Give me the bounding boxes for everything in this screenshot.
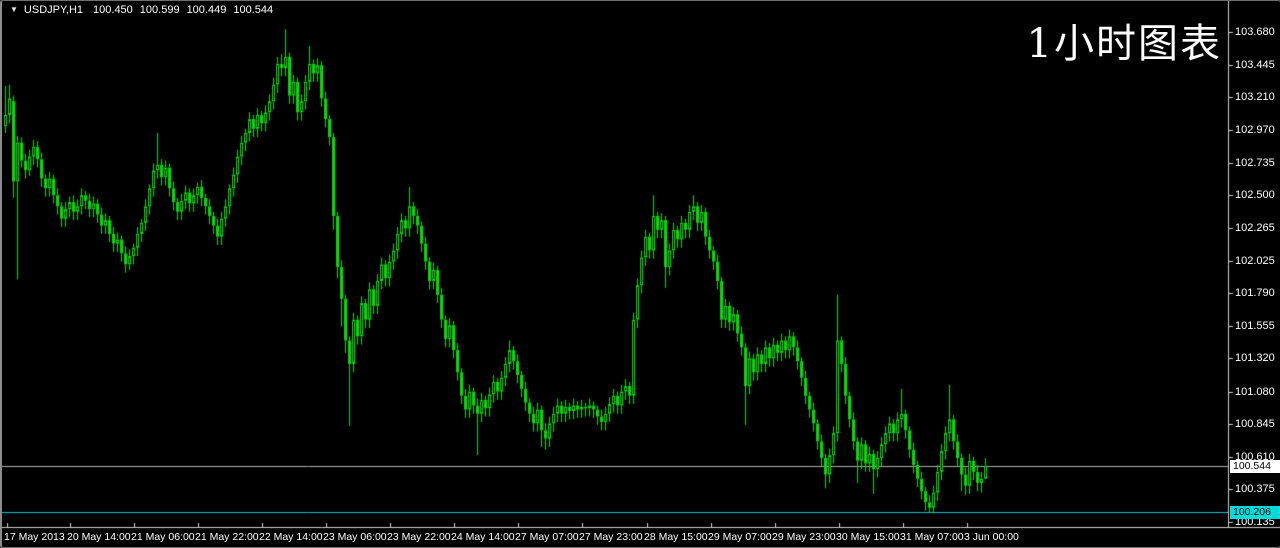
- marked-low-price-tag: 100.206: [1230, 505, 1280, 519]
- symbol-timeframe: USDJPY,H1: [23, 4, 84, 16]
- price-axis-label: 102.970: [1235, 124, 1275, 136]
- price-axis-label: 102.265: [1235, 222, 1275, 234]
- price-axis-label: 101.555: [1235, 320, 1275, 332]
- price-axis-label: 103.445: [1235, 59, 1275, 71]
- time-axis-label: 22 May 14:00: [259, 531, 323, 543]
- time-axis-label: 21 May 22:00: [195, 531, 259, 543]
- price-axis-label: 101.320: [1235, 352, 1275, 364]
- price-axis-label: 102.735: [1235, 157, 1275, 169]
- time-axis-label: 3 Jun 00:00: [964, 531, 1019, 543]
- quote-close: 100.544: [233, 4, 274, 16]
- time-axis-label: 23 May 06:00: [323, 531, 387, 543]
- quote-low: 100.449: [186, 4, 227, 16]
- time-axis-label: 17 May 2013: [4, 531, 65, 543]
- time-axis-label: 24 May 14:00: [451, 531, 515, 543]
- chart-annotation-label: 1小时图表: [1026, 21, 1222, 67]
- time-axis-label: 23 May 22:00: [387, 531, 451, 543]
- time-axis-label: 29 May 23:00: [772, 531, 836, 543]
- chart-title: ▼ USDJPY,H1 100.450 100.599 100.449 100.544: [10, 4, 280, 16]
- price-axis-label: 100.375: [1235, 483, 1275, 495]
- time-axis-label: 29 May 07:00: [708, 531, 772, 543]
- quote-high: 100.599: [139, 4, 180, 16]
- price-axis-label: 100.845: [1235, 418, 1275, 430]
- time-axis-label: 28 May 15:00: [644, 531, 708, 543]
- quote-open: 100.450: [93, 4, 133, 16]
- current-price-tag: 100.544: [1230, 459, 1280, 473]
- price-axis-label: 101.080: [1235, 386, 1275, 398]
- price-axis-label: 100.135: [1235, 516, 1275, 528]
- time-axis-label: 20 May 14:00: [67, 531, 131, 543]
- price-axis-label: 102.500: [1235, 189, 1275, 201]
- price-axis-label: 101.790: [1235, 287, 1275, 299]
- price-axis-label: 102.025: [1235, 255, 1275, 267]
- price-axis-label: 103.210: [1235, 91, 1275, 103]
- time-axis-label: 27 May 07:00: [515, 531, 579, 543]
- price-axis-label: 103.680: [1235, 26, 1275, 38]
- time-axis-label: 21 May 06:00: [131, 531, 195, 543]
- time-axis-label: 31 May 07:00: [900, 531, 964, 543]
- time-axis-label: 27 May 23:00: [579, 531, 643, 543]
- time-axis-label: 30 May 15:00: [836, 531, 900, 543]
- symbol-dropdown-icon[interactable]: ▼: [10, 5, 18, 14]
